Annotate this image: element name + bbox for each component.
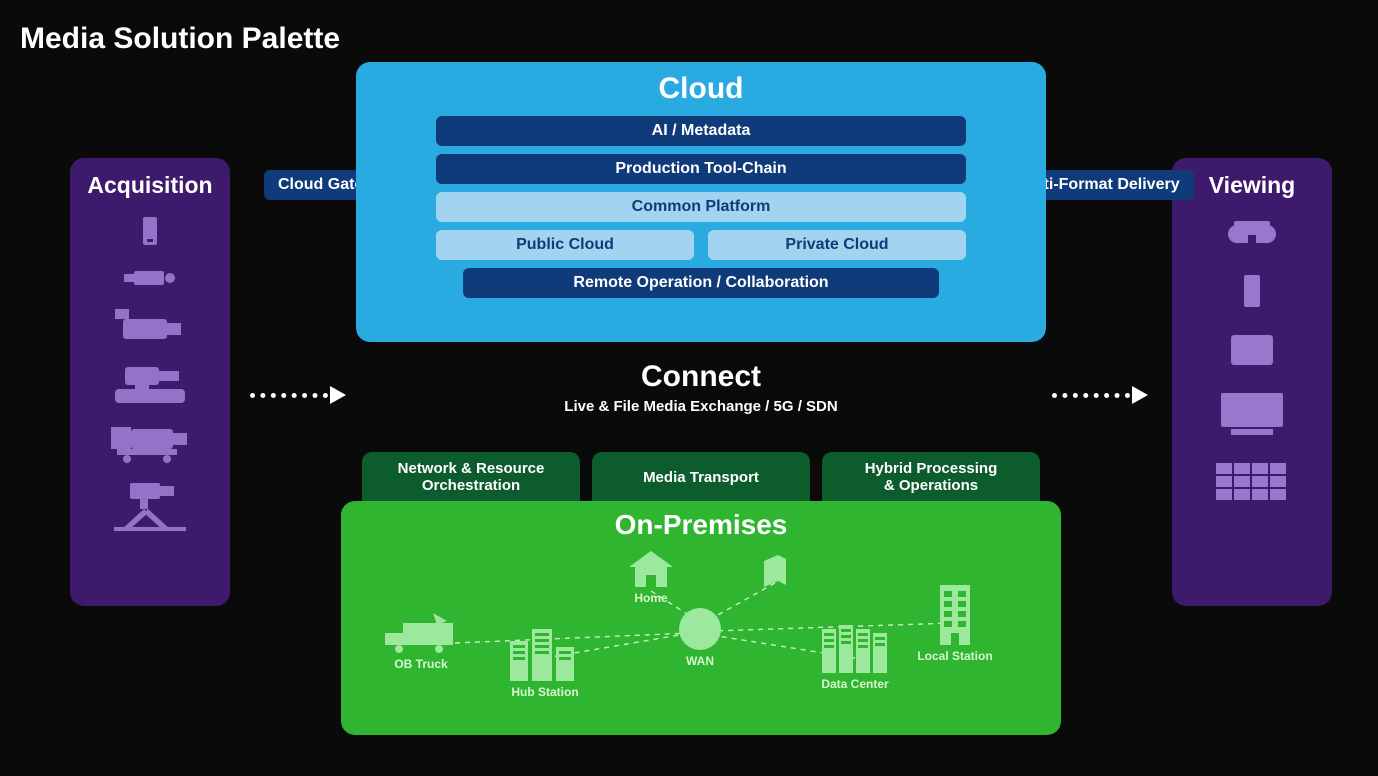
hub-station-label: Hub Station	[505, 685, 585, 699]
wan-node: WAN	[670, 608, 730, 668]
viewing-panel: Viewing	[1172, 158, 1332, 606]
cloud-title: Cloud	[372, 72, 1030, 106]
ob-truck-node: OB Truck	[375, 613, 467, 671]
onprem-tab-hybrid-processing: Hybrid Processing & Operations	[822, 452, 1040, 503]
page-title: Media Solution Palette	[20, 22, 340, 56]
tv-monitor-icon	[1221, 393, 1283, 435]
wan-label: WAN	[670, 654, 730, 668]
local-station-node: Local Station	[915, 585, 995, 663]
local-station-icon	[940, 585, 970, 645]
local-station-label: Local Station	[915, 649, 995, 663]
onpremises-tabs: Network & Resource Orchestration Media T…	[356, 452, 1046, 503]
common-platform-pill: Common Platform	[436, 192, 966, 222]
arrow-acquisition-to-center	[250, 385, 346, 405]
server-icon	[764, 555, 786, 587]
ob-van-camera-icon	[111, 423, 189, 463]
server-node	[755, 555, 795, 591]
ob-truck-label: OB Truck	[375, 657, 467, 671]
private-cloud-pill: Private Cloud	[708, 230, 966, 260]
wan-icon	[679, 608, 721, 650]
smartphone-icon	[143, 217, 157, 245]
onprem-tab-orchestration: Network & Resource Orchestration	[362, 452, 580, 503]
hub-station-icon	[510, 621, 580, 681]
ob-truck-icon	[381, 613, 461, 653]
vr-headset-icon	[1228, 221, 1276, 247]
onpremises-panel: On-Premises OB Truck Hub	[341, 501, 1061, 735]
hub-station-node: Hub Station	[505, 621, 585, 699]
studio-camera-icon	[115, 363, 185, 403]
home-icon	[629, 551, 673, 587]
handheld-camera-icon	[124, 265, 176, 289]
acquisition-panel: Acquisition	[70, 158, 230, 606]
data-center-label: Data Center	[815, 677, 895, 691]
viewing-title: Viewing	[1172, 172, 1332, 199]
onpremises-topology: OB Truck Hub Station Home WAN	[355, 543, 1047, 723]
data-center-node: Data Center	[815, 621, 895, 691]
smartphone-icon	[1244, 275, 1260, 307]
connect-subtitle: Live & File Media Exchange / 5G / SDN	[356, 398, 1046, 415]
public-cloud-pill: Public Cloud	[436, 230, 694, 260]
camcorder-icon	[115, 309, 185, 343]
home-label: Home	[621, 591, 681, 605]
onpremises-title: On-Premises	[355, 509, 1047, 541]
tablet-icon	[1231, 335, 1273, 365]
onprem-tab-media-transport: Media Transport	[592, 452, 810, 503]
ai-metadata-pill: AI / Metadata	[436, 116, 966, 146]
acquisition-title: Acquisition	[70, 172, 230, 199]
cloud-panel: Cloud AI / Metadata Production Tool-Chai…	[356, 62, 1046, 342]
acquisition-icons	[70, 217, 230, 531]
video-wall-icon	[1216, 463, 1288, 503]
arrow-center-to-viewing	[1052, 385, 1148, 405]
viewing-icons	[1172, 221, 1332, 503]
robotic-camera-icon	[112, 483, 188, 531]
connect-block: Connect Live & File Media Exchange / 5G …	[356, 360, 1046, 415]
data-center-icon	[822, 621, 888, 673]
home-node: Home	[621, 551, 681, 605]
connect-title: Connect	[356, 360, 1046, 394]
remote-ops-pill: Remote Operation / Collaboration	[463, 268, 939, 298]
production-toolchain-pill: Production Tool-Chain	[436, 154, 966, 184]
